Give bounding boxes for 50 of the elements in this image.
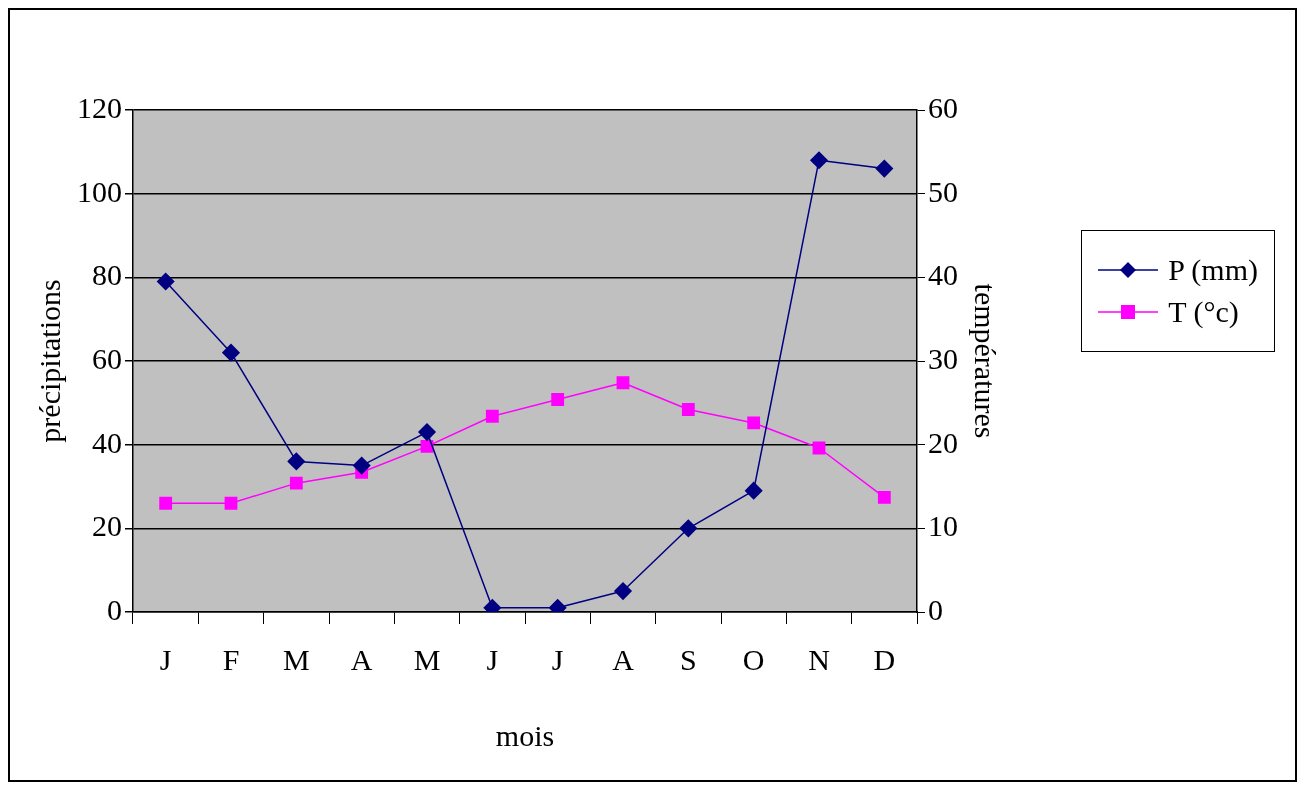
point xyxy=(156,272,175,291)
point xyxy=(877,490,891,504)
point xyxy=(747,416,761,430)
point xyxy=(224,496,238,510)
legend-label: T (°c) xyxy=(1168,295,1239,329)
point xyxy=(681,403,695,416)
point xyxy=(222,343,240,362)
point xyxy=(352,456,371,475)
y2-axis-title: températures xyxy=(969,283,1003,439)
point xyxy=(810,151,828,169)
y-tick-label: 60 xyxy=(92,341,122,375)
point xyxy=(287,452,306,471)
y2-tick-label: 40 xyxy=(928,258,958,292)
y-tick-label: 0 xyxy=(107,592,122,626)
point xyxy=(551,393,565,406)
x-tick-label: D xyxy=(873,642,896,676)
x-tick-label: M xyxy=(282,642,310,676)
y-tick-label: 100 xyxy=(77,174,122,208)
x-tick-label: J xyxy=(551,642,564,676)
x-tick-label: A xyxy=(350,642,373,676)
point xyxy=(159,496,173,510)
y-tick-label: 120 xyxy=(77,90,122,124)
y-tick-label: 20 xyxy=(92,509,122,543)
x-tick-label: N xyxy=(808,642,830,676)
point xyxy=(289,476,303,490)
x-tick-label: S xyxy=(679,642,697,676)
y-tick-label: 40 xyxy=(92,425,122,459)
x-axis-title: mois xyxy=(495,718,555,752)
point xyxy=(679,519,698,538)
point xyxy=(875,159,894,178)
x-tick-label: O xyxy=(742,642,765,676)
point xyxy=(485,409,499,423)
y-axis-title: précipitations xyxy=(32,279,66,443)
point xyxy=(418,423,436,441)
point xyxy=(616,376,630,390)
y2-tick-label: 50 xyxy=(928,174,958,208)
y2-tick-label: 20 xyxy=(928,425,958,459)
x-tick-label: A xyxy=(612,642,635,676)
y2-tick-label: 0 xyxy=(928,592,943,626)
y2-tick-label: 10 xyxy=(928,509,958,543)
y2-tick-label: 60 xyxy=(928,90,958,124)
point xyxy=(614,582,632,600)
legend-label: P (mm) xyxy=(1168,253,1258,287)
x-tick-label: J xyxy=(159,642,172,676)
x-tick-label: F xyxy=(222,642,240,676)
x-tick-label: M xyxy=(413,642,441,676)
x-tick-label: J xyxy=(486,642,499,676)
y2-tick-label: 30 xyxy=(928,341,958,375)
y-tick-label: 80 xyxy=(92,258,122,292)
point xyxy=(744,481,763,500)
